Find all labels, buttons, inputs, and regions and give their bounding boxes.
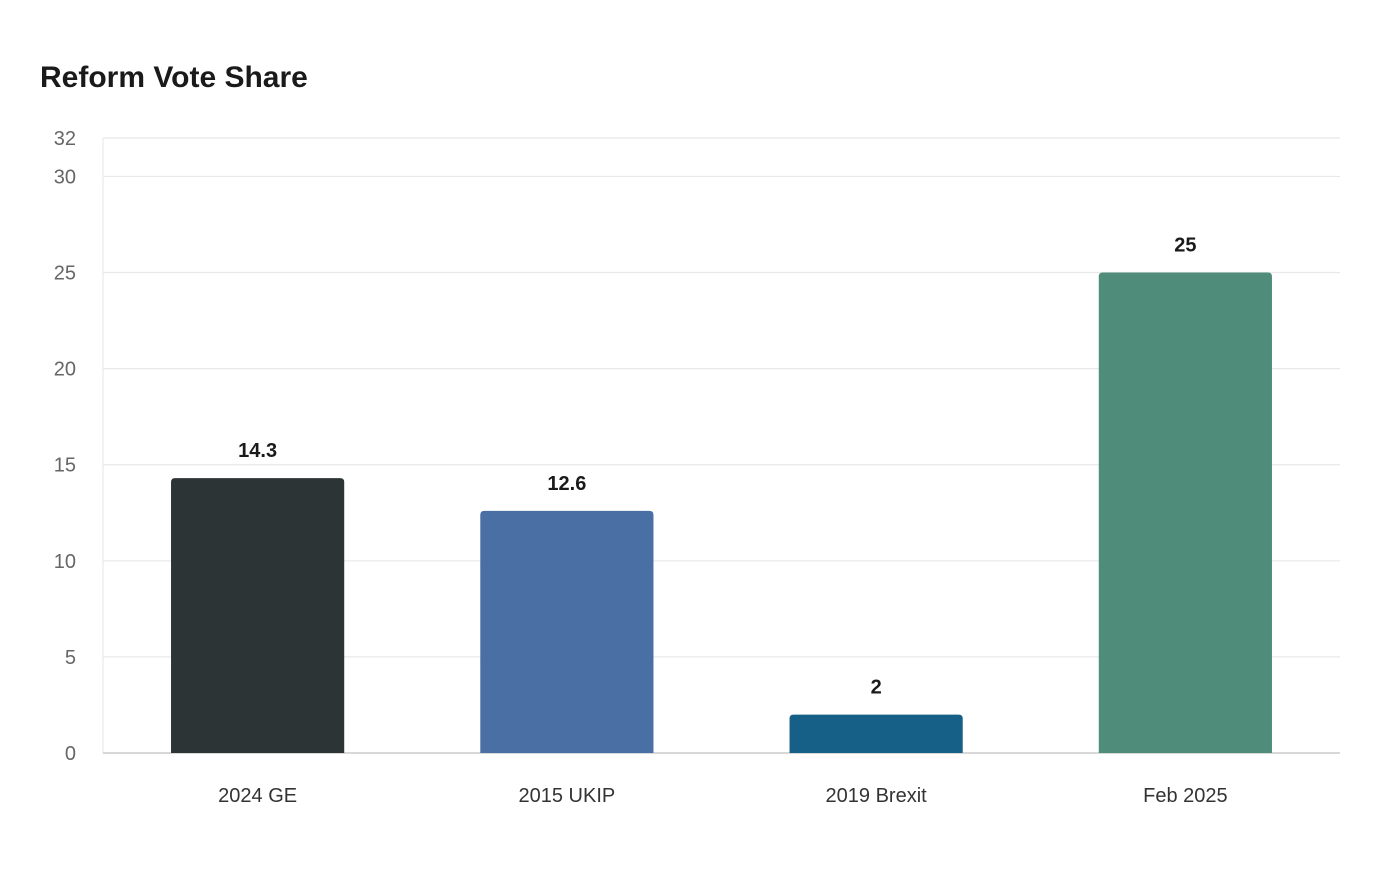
bar-2019-brexit bbox=[789, 714, 963, 753]
data-label: 12.6 bbox=[547, 473, 586, 495]
category-label: 2019 Brexit bbox=[826, 785, 928, 807]
category-label: 2015 UKIP bbox=[519, 785, 616, 807]
category-label: Feb 2025 bbox=[1143, 785, 1228, 807]
category-label: 2024 GE bbox=[218, 785, 297, 807]
data-label: 2 bbox=[871, 677, 882, 699]
data-label: 25 bbox=[1174, 235, 1196, 257]
bars bbox=[171, 272, 1272, 753]
data-labels: 14.3 12.6 2 25 bbox=[238, 235, 1196, 699]
y-tick-label: 30 bbox=[54, 166, 76, 188]
y-tick-label: 15 bbox=[54, 455, 76, 477]
y-tick-label: 0 bbox=[65, 743, 76, 765]
chart-title: Reform Vote Share bbox=[40, 61, 308, 94]
bar-feb-2025 bbox=[1098, 272, 1272, 753]
category-labels: 2024 GE 2015 UKIP 2019 Brexit Feb 2025 bbox=[218, 785, 1227, 807]
y-tick-label: 25 bbox=[54, 263, 76, 285]
y-tick-label: 20 bbox=[54, 359, 76, 381]
y-tick-labels: 0 5 10 15 20 25 30 32 bbox=[54, 128, 76, 765]
y-tick-label: 32 bbox=[54, 128, 76, 150]
bar-2015-ukip bbox=[480, 510, 654, 753]
bar-2024-ge bbox=[171, 478, 345, 753]
data-label: 14.3 bbox=[238, 440, 277, 462]
y-tick-label: 5 bbox=[65, 647, 76, 669]
y-tick-label: 10 bbox=[54, 551, 76, 573]
